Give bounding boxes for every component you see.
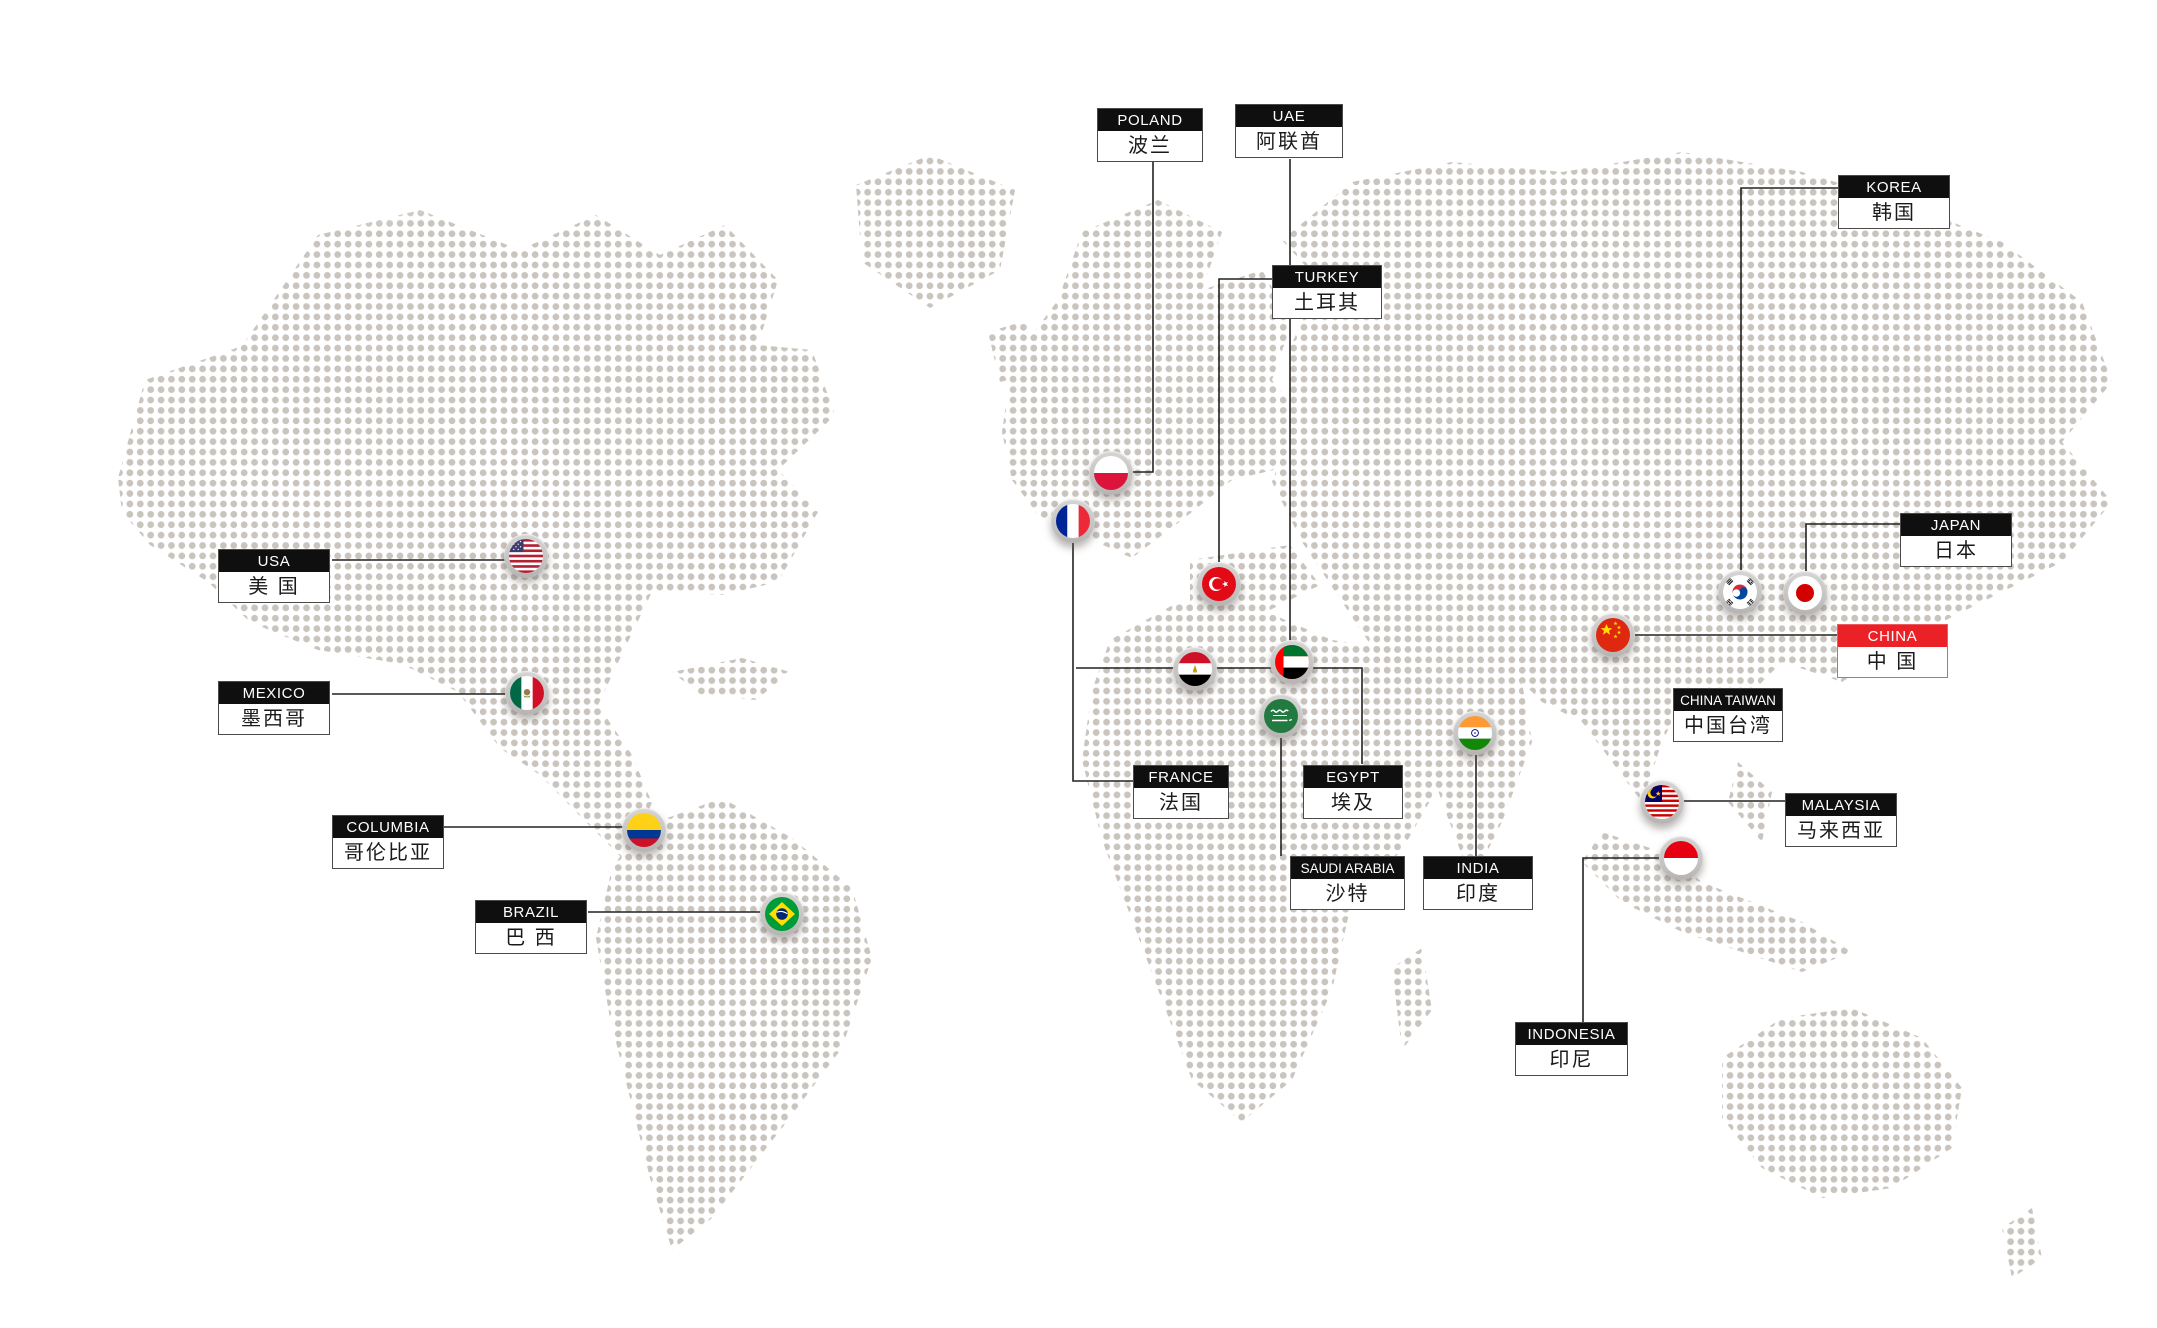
marker-egypt: [1173, 647, 1217, 691]
label-brazil: BRAZIL 巴 西: [475, 900, 587, 954]
label-indonesia-zh: 印尼: [1549, 1049, 1594, 1071]
label-poland-en: POLAND: [1098, 109, 1202, 131]
label-turkey-en: TURKEY: [1273, 266, 1381, 288]
label-malaysia: MALAYSIA 马来西亚: [1785, 793, 1897, 847]
flag-poland-icon: [1094, 456, 1128, 490]
label-usa-en: USA: [219, 550, 329, 572]
label-saudi-arabia-en: SAUDI ARABIA: [1291, 857, 1404, 879]
label-india-en: INDIA: [1424, 857, 1532, 879]
marker-brazil: [760, 892, 804, 936]
flag-colombia-icon: [627, 813, 661, 847]
label-france-en: FRANCE: [1134, 766, 1228, 788]
connector-indonesia: [1582, 857, 1659, 1022]
label-korea-en: KOREA: [1839, 176, 1949, 198]
marker-indonesia: [1659, 836, 1703, 880]
marker-poland: [1089, 451, 1133, 495]
label-japan-en: JAPAN: [1901, 514, 2011, 536]
flag-india-icon: [1458, 716, 1492, 750]
flag-uae-icon: [1275, 645, 1309, 679]
flag-france-icon: [1056, 504, 1090, 538]
connector-korea: [1740, 187, 1838, 571]
label-france: FRANCE 法国: [1133, 765, 1229, 819]
label-indonesia: INDONESIA 印尼: [1515, 1022, 1628, 1076]
label-china-taiwan: CHINA TAIWAN 中国台湾: [1673, 688, 1783, 742]
label-poland-zh: 波兰: [1128, 135, 1172, 157]
label-uae-en: UAE: [1236, 105, 1342, 127]
connector-japan: [1805, 523, 1900, 572]
marker-turkey: [1197, 562, 1241, 606]
label-egypt-en: EGYPT: [1304, 766, 1402, 788]
marker-france: [1051, 499, 1095, 543]
label-korea: KOREA 韩国: [1838, 175, 1950, 229]
label-uae: UAE 阿联酋: [1235, 104, 1343, 158]
label-china-zh: 中 国: [1866, 651, 1919, 673]
label-uae-zh: 阿联酋: [1256, 131, 1322, 153]
flag-indonesia-icon: [1664, 841, 1698, 875]
flag-egypt-icon: [1178, 652, 1212, 686]
label-korea-zh: 韩国: [1872, 202, 1916, 224]
label-turkey-zh: 土耳其: [1294, 292, 1360, 314]
flag-china-icon: [1596, 618, 1630, 652]
label-mexico-zh: 墨西哥: [241, 708, 307, 730]
marker-india: [1453, 711, 1497, 755]
label-egypt: EGYPT 埃及: [1303, 765, 1403, 819]
marker-saudi-arabia: [1259, 694, 1303, 738]
flag-japan-icon: [1788, 576, 1822, 610]
flag-mexico-icon: [510, 676, 544, 710]
label-poland: POLAND 波兰: [1097, 108, 1203, 162]
flag-usa-icon: [509, 539, 543, 573]
label-usa: USA 美 国: [218, 549, 330, 603]
label-turkey: TURKEY 土耳其: [1272, 265, 1382, 319]
flag-korea-icon: [1723, 575, 1757, 609]
label-china-en: CHINA: [1838, 625, 1947, 647]
marker-usa: [504, 534, 548, 578]
marker-uae: [1270, 640, 1314, 684]
label-saudi-arabia-zh: 沙特: [1325, 883, 1370, 905]
label-indonesia-en: INDONESIA: [1516, 1023, 1627, 1045]
label-india-zh: 印度: [1456, 883, 1500, 905]
label-brazil-zh: 巴 西: [505, 927, 557, 949]
label-france-zh: 法国: [1159, 792, 1203, 814]
label-india: INDIA 印度: [1423, 856, 1533, 910]
label-china-taiwan-en: CHINA TAIWAN: [1674, 689, 1782, 711]
label-columbia: COLUMBIA 哥伦比亚: [332, 815, 444, 869]
label-china-taiwan-zh: 中国台湾: [1684, 715, 1772, 737]
connector-egypt: [1076, 667, 1363, 764]
label-mexico-en: MEXICO: [219, 682, 329, 704]
label-china: CHINA 中 国: [1837, 624, 1948, 678]
marker-china: [1591, 613, 1635, 657]
connector-france: [1072, 543, 1133, 782]
marker-malaysia: [1640, 780, 1684, 824]
connector-turkey: [1218, 278, 1272, 563]
label-usa-zh: 美 国: [248, 576, 300, 598]
label-malaysia-en: MALAYSIA: [1786, 794, 1896, 816]
label-saudi-arabia: SAUDI ARABIA 沙特: [1290, 856, 1405, 910]
label-columbia-zh: 哥伦比亚: [344, 842, 432, 864]
marker-korea: [1718, 570, 1762, 614]
label-japan: JAPAN 日本: [1900, 513, 2012, 567]
flag-malaysia-icon: [1645, 785, 1679, 819]
connector-poland: [1132, 161, 1154, 473]
flag-turkey-icon: [1202, 567, 1236, 601]
label-malaysia-zh: 马来西亚: [1797, 820, 1885, 842]
label-brazil-en: BRAZIL: [476, 901, 586, 923]
label-mexico: MEXICO 墨西哥: [218, 681, 330, 735]
label-columbia-en: COLUMBIA: [333, 816, 443, 838]
marker-japan: [1783, 571, 1827, 615]
flag-saudi-arabia-icon: [1264, 699, 1298, 733]
label-japan-zh: 日本: [1934, 540, 1978, 562]
flag-brazil-icon: [765, 897, 799, 931]
marker-columbia: [622, 808, 666, 852]
marker-mexico: [505, 671, 549, 715]
label-egypt-zh: 埃及: [1331, 792, 1375, 814]
